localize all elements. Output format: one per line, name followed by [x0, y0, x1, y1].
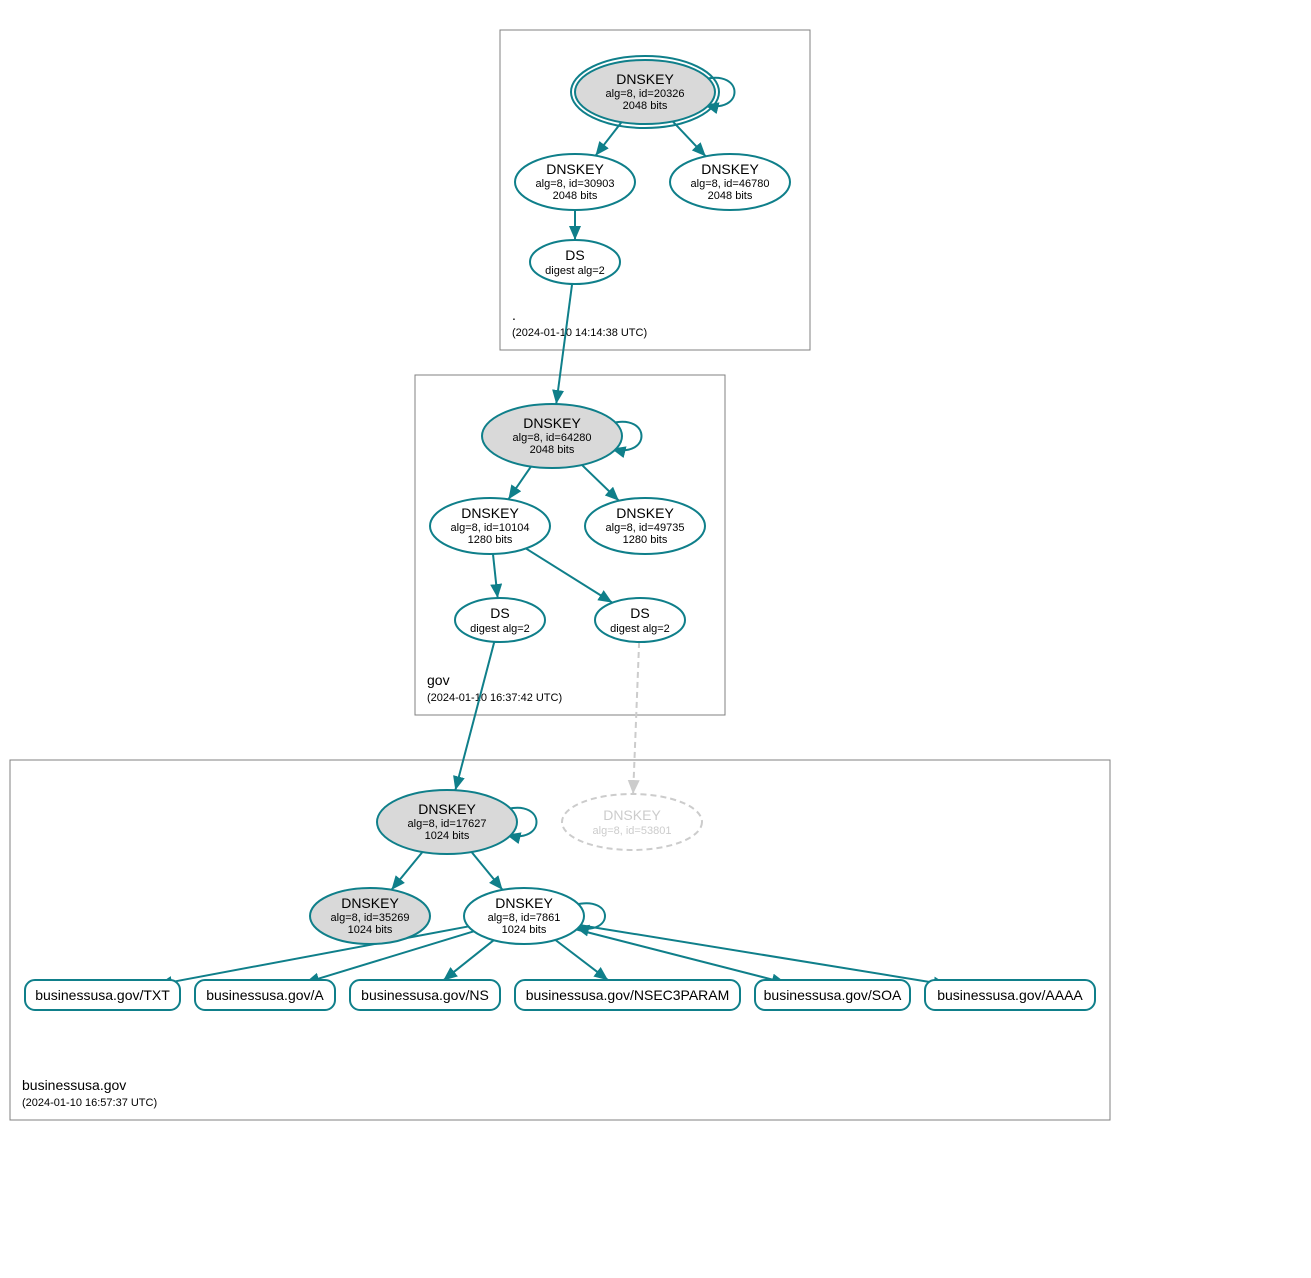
- svg-text:alg=8, id=30903: alg=8, id=30903: [536, 178, 615, 190]
- svg-text:DNSKEY: DNSKEY: [418, 801, 476, 817]
- node-rr-aaaa: businessusa.gov/AAAA: [925, 980, 1095, 1010]
- svg-text:DNSKEY: DNSKEY: [523, 415, 581, 431]
- edge-gov-zsk1-gov-ds1: [493, 554, 498, 598]
- svg-text:digest alg=2: digest alg=2: [470, 623, 530, 635]
- svg-text:DS: DS: [630, 605, 649, 621]
- zone-biz: [10, 760, 1110, 1120]
- zone-timestamp-gov: (2024-01-10 16:37:42 UTC): [427, 692, 562, 704]
- edge-biz-ksk-biz-zsk1: [472, 852, 503, 890]
- node-rr-txt: businessusa.gov/TXT: [25, 980, 180, 1010]
- node-gov-ksk: DNSKEYalg=8, id=642802048 bits: [482, 404, 622, 468]
- edge-biz-zsk1-rr-txt: [158, 926, 468, 984]
- node-rr-ns: businessusa.gov/NS: [350, 980, 500, 1010]
- svg-text:1024 bits: 1024 bits: [502, 924, 547, 936]
- edge-gov-ds1-biz-ksk: [455, 642, 494, 790]
- node-gov-ds1: DS digest alg=2: [455, 598, 545, 642]
- edge-biz-zsk1-rr-aaaa: [581, 925, 948, 985]
- svg-text:businessusa.gov/A: businessusa.gov/A: [206, 987, 324, 1003]
- edge-biz-zsk1-rr-ns: [443, 940, 493, 980]
- svg-text:businessusa.gov/SOA: businessusa.gov/SOA: [764, 987, 902, 1003]
- node-root-zsk1: DNSKEYalg=8, id=309032048 bits: [515, 154, 635, 210]
- svg-text:2048 bits: 2048 bits: [623, 100, 668, 112]
- svg-text:alg=8, id=10104: alg=8, id=10104: [451, 522, 530, 534]
- node-biz-zsk1: DNSKEYalg=8, id=78611024 bits: [464, 888, 584, 944]
- zone-title-root: .: [512, 307, 516, 323]
- edge-root-ksk-root-zsk2: [673, 121, 706, 156]
- edge-gov-zsk1-gov-ds2: [526, 548, 612, 602]
- svg-text:1024 bits: 1024 bits: [425, 830, 470, 842]
- node-rr-nsec3: businessusa.gov/NSEC3PARAM: [515, 980, 740, 1010]
- svg-text:1280 bits: 1280 bits: [623, 534, 668, 546]
- edge-gov-ksk-gov-zsk2: [582, 465, 619, 501]
- edge-root-ksk-root-zsk1: [595, 122, 621, 156]
- svg-text:businessusa.gov/AAAA: businessusa.gov/AAAA: [937, 987, 1083, 1003]
- svg-text:2048 bits: 2048 bits: [553, 190, 598, 202]
- edge-biz-ksk-biz-zsk2: [391, 852, 422, 890]
- node-rr-a: businessusa.gov/A: [195, 980, 335, 1010]
- svg-text:DNSKEY: DNSKEY: [616, 71, 674, 87]
- svg-text:DS: DS: [565, 247, 584, 263]
- svg-text:DNSKEY: DNSKEY: [701, 161, 759, 177]
- svg-text:DNSKEY: DNSKEY: [616, 505, 674, 521]
- svg-text:businessusa.gov/TXT: businessusa.gov/TXT: [35, 987, 170, 1003]
- svg-text:alg=8, id=7861: alg=8, id=7861: [488, 912, 561, 924]
- svg-text:alg=8, id=35269: alg=8, id=35269: [331, 912, 410, 924]
- edge-root-ds-gov-ksk: [556, 284, 572, 404]
- svg-text:DS: DS: [490, 605, 509, 621]
- svg-text:DNSKEY: DNSKEY: [341, 895, 399, 911]
- zone-timestamp-root: (2024-01-10 14:14:38 UTC): [512, 327, 647, 339]
- svg-text:DNSKEY: DNSKEY: [603, 807, 661, 823]
- edge-biz-zsk1-rr-nsec3: [555, 940, 608, 980]
- svg-text:businessusa.gov/NSEC3PARAM: businessusa.gov/NSEC3PARAM: [526, 987, 730, 1003]
- zone-title-gov: gov: [427, 672, 450, 688]
- zone-title-biz: businessusa.gov: [22, 1077, 126, 1093]
- node-gov-zsk2: DNSKEYalg=8, id=497351280 bits: [585, 498, 705, 554]
- svg-text:1024 bits: 1024 bits: [348, 924, 393, 936]
- edge-gov-ds2-biz-ghost: [633, 642, 639, 794]
- svg-text:alg=8, id=20326: alg=8, id=20326: [606, 88, 685, 100]
- svg-text:2048 bits: 2048 bits: [530, 444, 575, 456]
- svg-text:businessusa.gov/NS: businessusa.gov/NS: [361, 987, 489, 1003]
- node-gov-zsk1: DNSKEYalg=8, id=101041280 bits: [430, 498, 550, 554]
- edge-gov-ksk-gov-zsk1: [508, 467, 531, 500]
- svg-text:DNSKEY: DNSKEY: [461, 505, 519, 521]
- svg-text:DNSKEY: DNSKEY: [546, 161, 604, 177]
- svg-text:alg=8, id=46780: alg=8, id=46780: [691, 178, 770, 190]
- node-root-zsk2: DNSKEYalg=8, id=467802048 bits: [670, 154, 790, 210]
- zone-timestamp-biz: (2024-01-10 16:57:37 UTC): [22, 1097, 157, 1109]
- edge-biz-zsk1-rr-soa: [577, 929, 786, 983]
- svg-text:DNSKEY: DNSKEY: [495, 895, 553, 911]
- svg-text:alg=8, id=49735: alg=8, id=49735: [606, 522, 685, 534]
- svg-text:2048 bits: 2048 bits: [708, 190, 753, 202]
- svg-text:alg=8, id=64280: alg=8, id=64280: [513, 432, 592, 444]
- svg-text:alg=8, id=53801: alg=8, id=53801: [593, 825, 672, 837]
- svg-text:1280 bits: 1280 bits: [468, 534, 513, 546]
- svg-text:digest alg=2: digest alg=2: [545, 265, 605, 277]
- dnssec-graph: . (2024-01-10 14:14:38 UTC) gov (2024-01-10…: [0, 0, 1311, 1278]
- node-rr-soa: businessusa.gov/SOA: [755, 980, 910, 1010]
- svg-text:alg=8, id=17627: alg=8, id=17627: [408, 818, 487, 830]
- svg-text:digest alg=2: digest alg=2: [610, 623, 670, 635]
- node-gov-ds2: DS digest alg=2: [595, 598, 685, 642]
- node-root-ds: DS digest alg=2: [530, 240, 620, 284]
- node-biz-ksk: DNSKEYalg=8, id=176271024 bits: [377, 790, 517, 854]
- node-biz-zsk2: DNSKEYalg=8, id=352691024 bits: [310, 888, 430, 944]
- node-root-ksk: DNSKEYalg=8, id=203262048 bits: [571, 56, 719, 128]
- node-biz-ghost: DNSKEY alg=8, id=53801: [562, 794, 702, 850]
